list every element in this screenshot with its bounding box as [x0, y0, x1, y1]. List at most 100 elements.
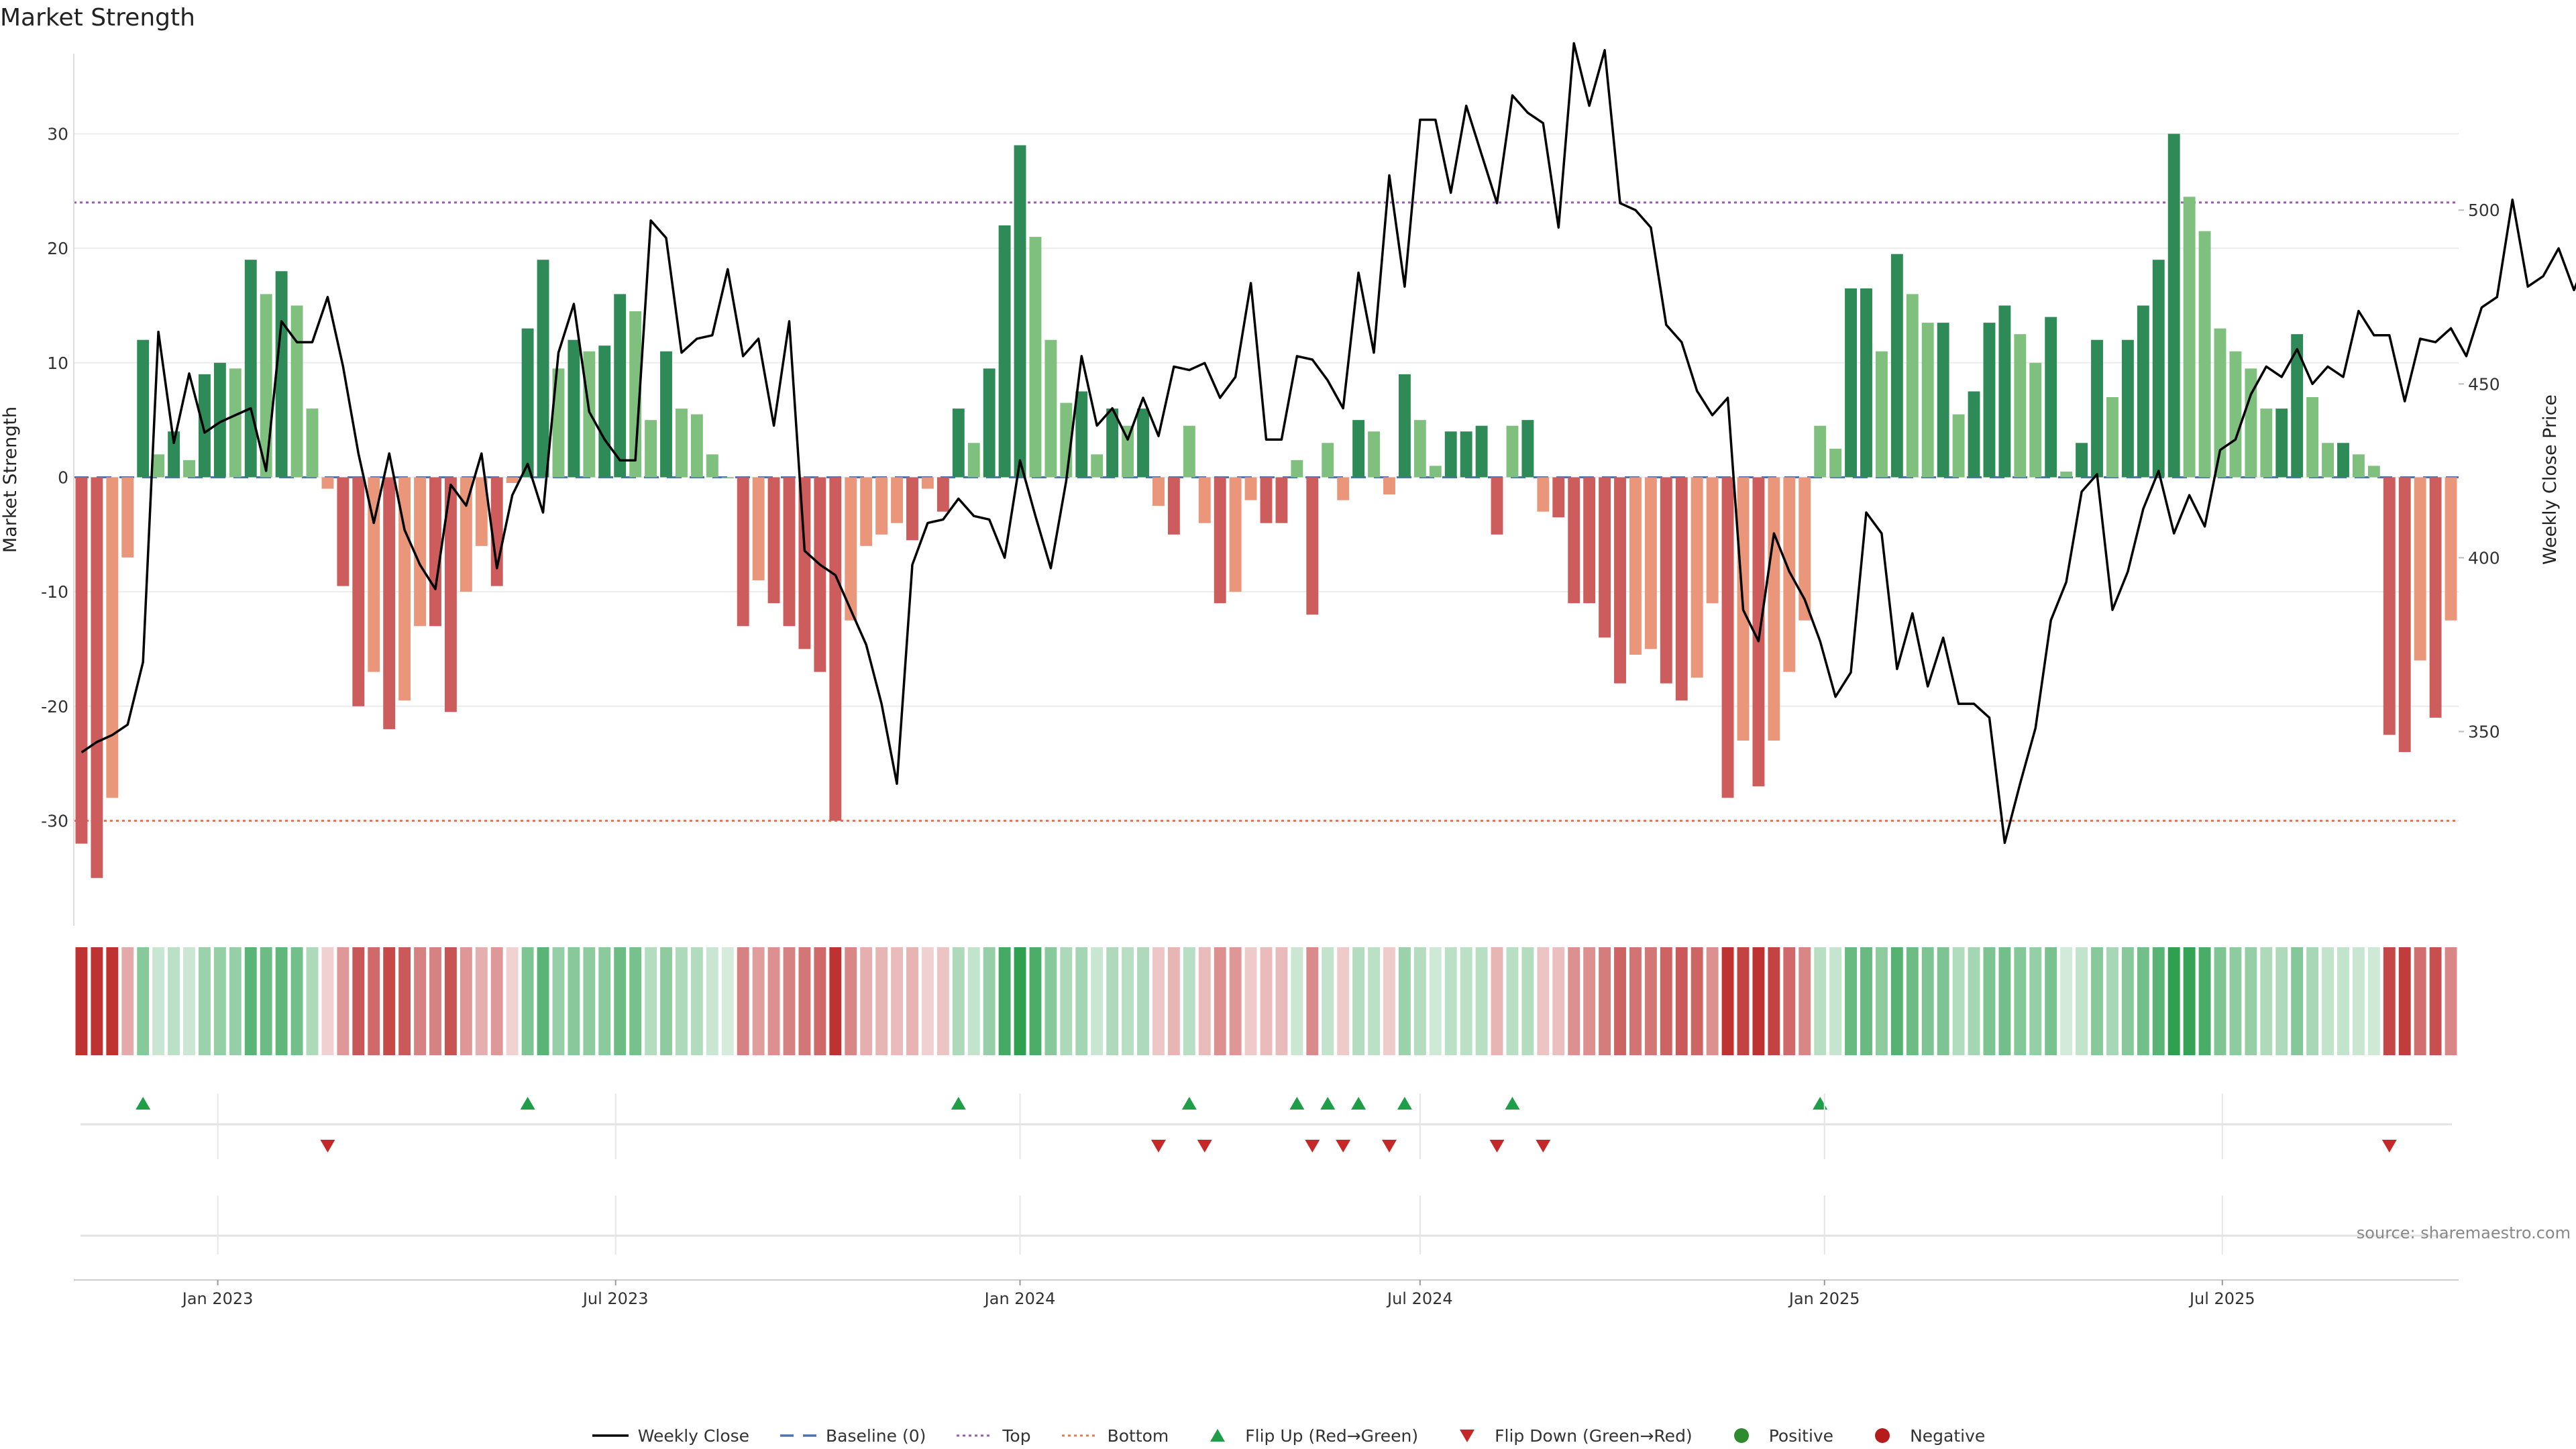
heat-cell: [91, 947, 103, 1055]
legend-circle: [1875, 1428, 1890, 1443]
strength-bar: [2429, 477, 2442, 718]
heat-cell: [506, 947, 519, 1055]
heat-cell: [1952, 947, 1965, 1055]
y-left-tick-label: 30: [47, 124, 68, 144]
strength-bar: [414, 477, 426, 627]
dot-legend-icon: [957, 1434, 994, 1437]
y-axis-right-label: Weekly Close Price: [2540, 394, 2561, 565]
flip-up-marker: [1813, 1097, 1828, 1110]
strength-bar: [583, 351, 596, 478]
strength-bar: [1444, 431, 1457, 478]
strength-bar: [137, 339, 150, 478]
heat-cell: [213, 947, 226, 1055]
flip-up-marker: [1397, 1097, 1412, 1110]
strength-bar: [1337, 477, 1350, 500]
strength-bar: [1706, 477, 1719, 604]
strength-bar: [1475, 425, 1488, 478]
strength-bar: [1229, 477, 1242, 592]
legend-label: Baseline (0): [826, 1426, 926, 1446]
y-left-tick-label: -10: [41, 582, 68, 602]
x-tick-label: Jul 2023: [582, 1289, 649, 1308]
heat-cell: [1152, 947, 1165, 1055]
heat-cell: [814, 947, 826, 1055]
strength-bar: [2137, 305, 2149, 478]
heat-cell: [444, 947, 457, 1055]
strength-bars: [75, 133, 2457, 878]
strength-bar: [2291, 334, 2304, 478]
strength-bar: [1814, 425, 1827, 478]
legend-label: Bottom: [1107, 1426, 1169, 1446]
heat-cell: [460, 947, 472, 1055]
legend-item: Weekly Close: [591, 1426, 749, 1446]
heat-cell: [2337, 947, 2349, 1055]
triangle-up-legend-icon: [1210, 1429, 1226, 1442]
strength-bar: [2337, 443, 2349, 478]
strength-bar: [2076, 443, 2088, 478]
strength-bar: [368, 477, 380, 672]
heat-cell: [1752, 947, 1765, 1055]
heat-cell: [1860, 947, 1872, 1055]
heat-cell: [752, 947, 765, 1055]
strength-bar: [398, 477, 411, 701]
heat-cell: [1475, 947, 1488, 1055]
strength-bar: [2121, 339, 2134, 478]
x-tick-label: Jan 2025: [1788, 1289, 1860, 1308]
heat-cell: [1521, 947, 1534, 1055]
strength-bar: [183, 460, 195, 478]
heat-cell: [1337, 947, 1350, 1055]
strength-bar: [152, 454, 165, 478]
heat-cell: [275, 947, 288, 1055]
legend-label: Flip Up (Red→Green): [1245, 1426, 1419, 1446]
x-tick-label: Jan 2024: [983, 1289, 1056, 1308]
strength-bar: [91, 477, 103, 878]
strength-bar: [614, 294, 627, 478]
heat-cell: [260, 947, 272, 1055]
heat-cell: [337, 947, 350, 1055]
strength-bar: [629, 311, 642, 478]
strength-bar: [521, 328, 534, 478]
heat-cell: [321, 947, 334, 1055]
heat-cell: [660, 947, 672, 1055]
heat-cell: [2245, 947, 2257, 1055]
heat-cell: [414, 947, 426, 1055]
heat-cell: [1229, 947, 1242, 1055]
legend-triangle-down: [1460, 1430, 1475, 1442]
heat-cell: [1875, 947, 1888, 1055]
strength-bar: [906, 477, 918, 541]
heat-cell: [1890, 947, 1903, 1055]
heat-cell: [1029, 947, 1042, 1055]
heat-cell: [1306, 947, 1319, 1055]
strength-bar: [1968, 391, 1980, 478]
strength-bar: [1198, 477, 1211, 523]
y-left-tick-label: 10: [47, 354, 68, 373]
strength-bar: [983, 368, 996, 478]
strength-bar: [1537, 477, 1550, 512]
legend: Weekly Close Baseline (0) Top Bottom Flip Up…: [0, 1422, 2576, 1449]
heat-cell: [1137, 947, 1149, 1055]
heat-cell: [1644, 947, 1657, 1055]
strength-bar: [1583, 477, 1596, 604]
heat-cell: [2121, 947, 2134, 1055]
strength-bar: [2152, 260, 2165, 478]
heat-cell: [2091, 947, 2103, 1055]
strength-bar: [106, 477, 119, 798]
y-left-tick-label: 0: [58, 468, 68, 487]
heat-cell: [537, 947, 549, 1055]
heat-cell: [2198, 947, 2211, 1055]
legend-label: Positive: [1768, 1426, 1834, 1446]
heat-cell: [1244, 947, 1257, 1055]
heat-cell: [1460, 947, 1472, 1055]
circle-legend-icon: [1875, 1428, 1890, 1443]
heat-cell: [1814, 947, 1827, 1055]
strength-bar: [2045, 317, 2057, 478]
strength-bar: [1322, 443, 1334, 478]
strength-bar: [1183, 425, 1195, 478]
heat-cell: [829, 947, 842, 1055]
strength-bar: [2183, 197, 2196, 478]
strength-bar: [1122, 425, 1134, 478]
heat-cell: [552, 947, 565, 1055]
flip-up-marker: [1320, 1097, 1336, 1110]
strength-bar: [1690, 477, 1703, 678]
strength-bar: [891, 477, 903, 523]
strength-bar: [2167, 133, 2180, 478]
